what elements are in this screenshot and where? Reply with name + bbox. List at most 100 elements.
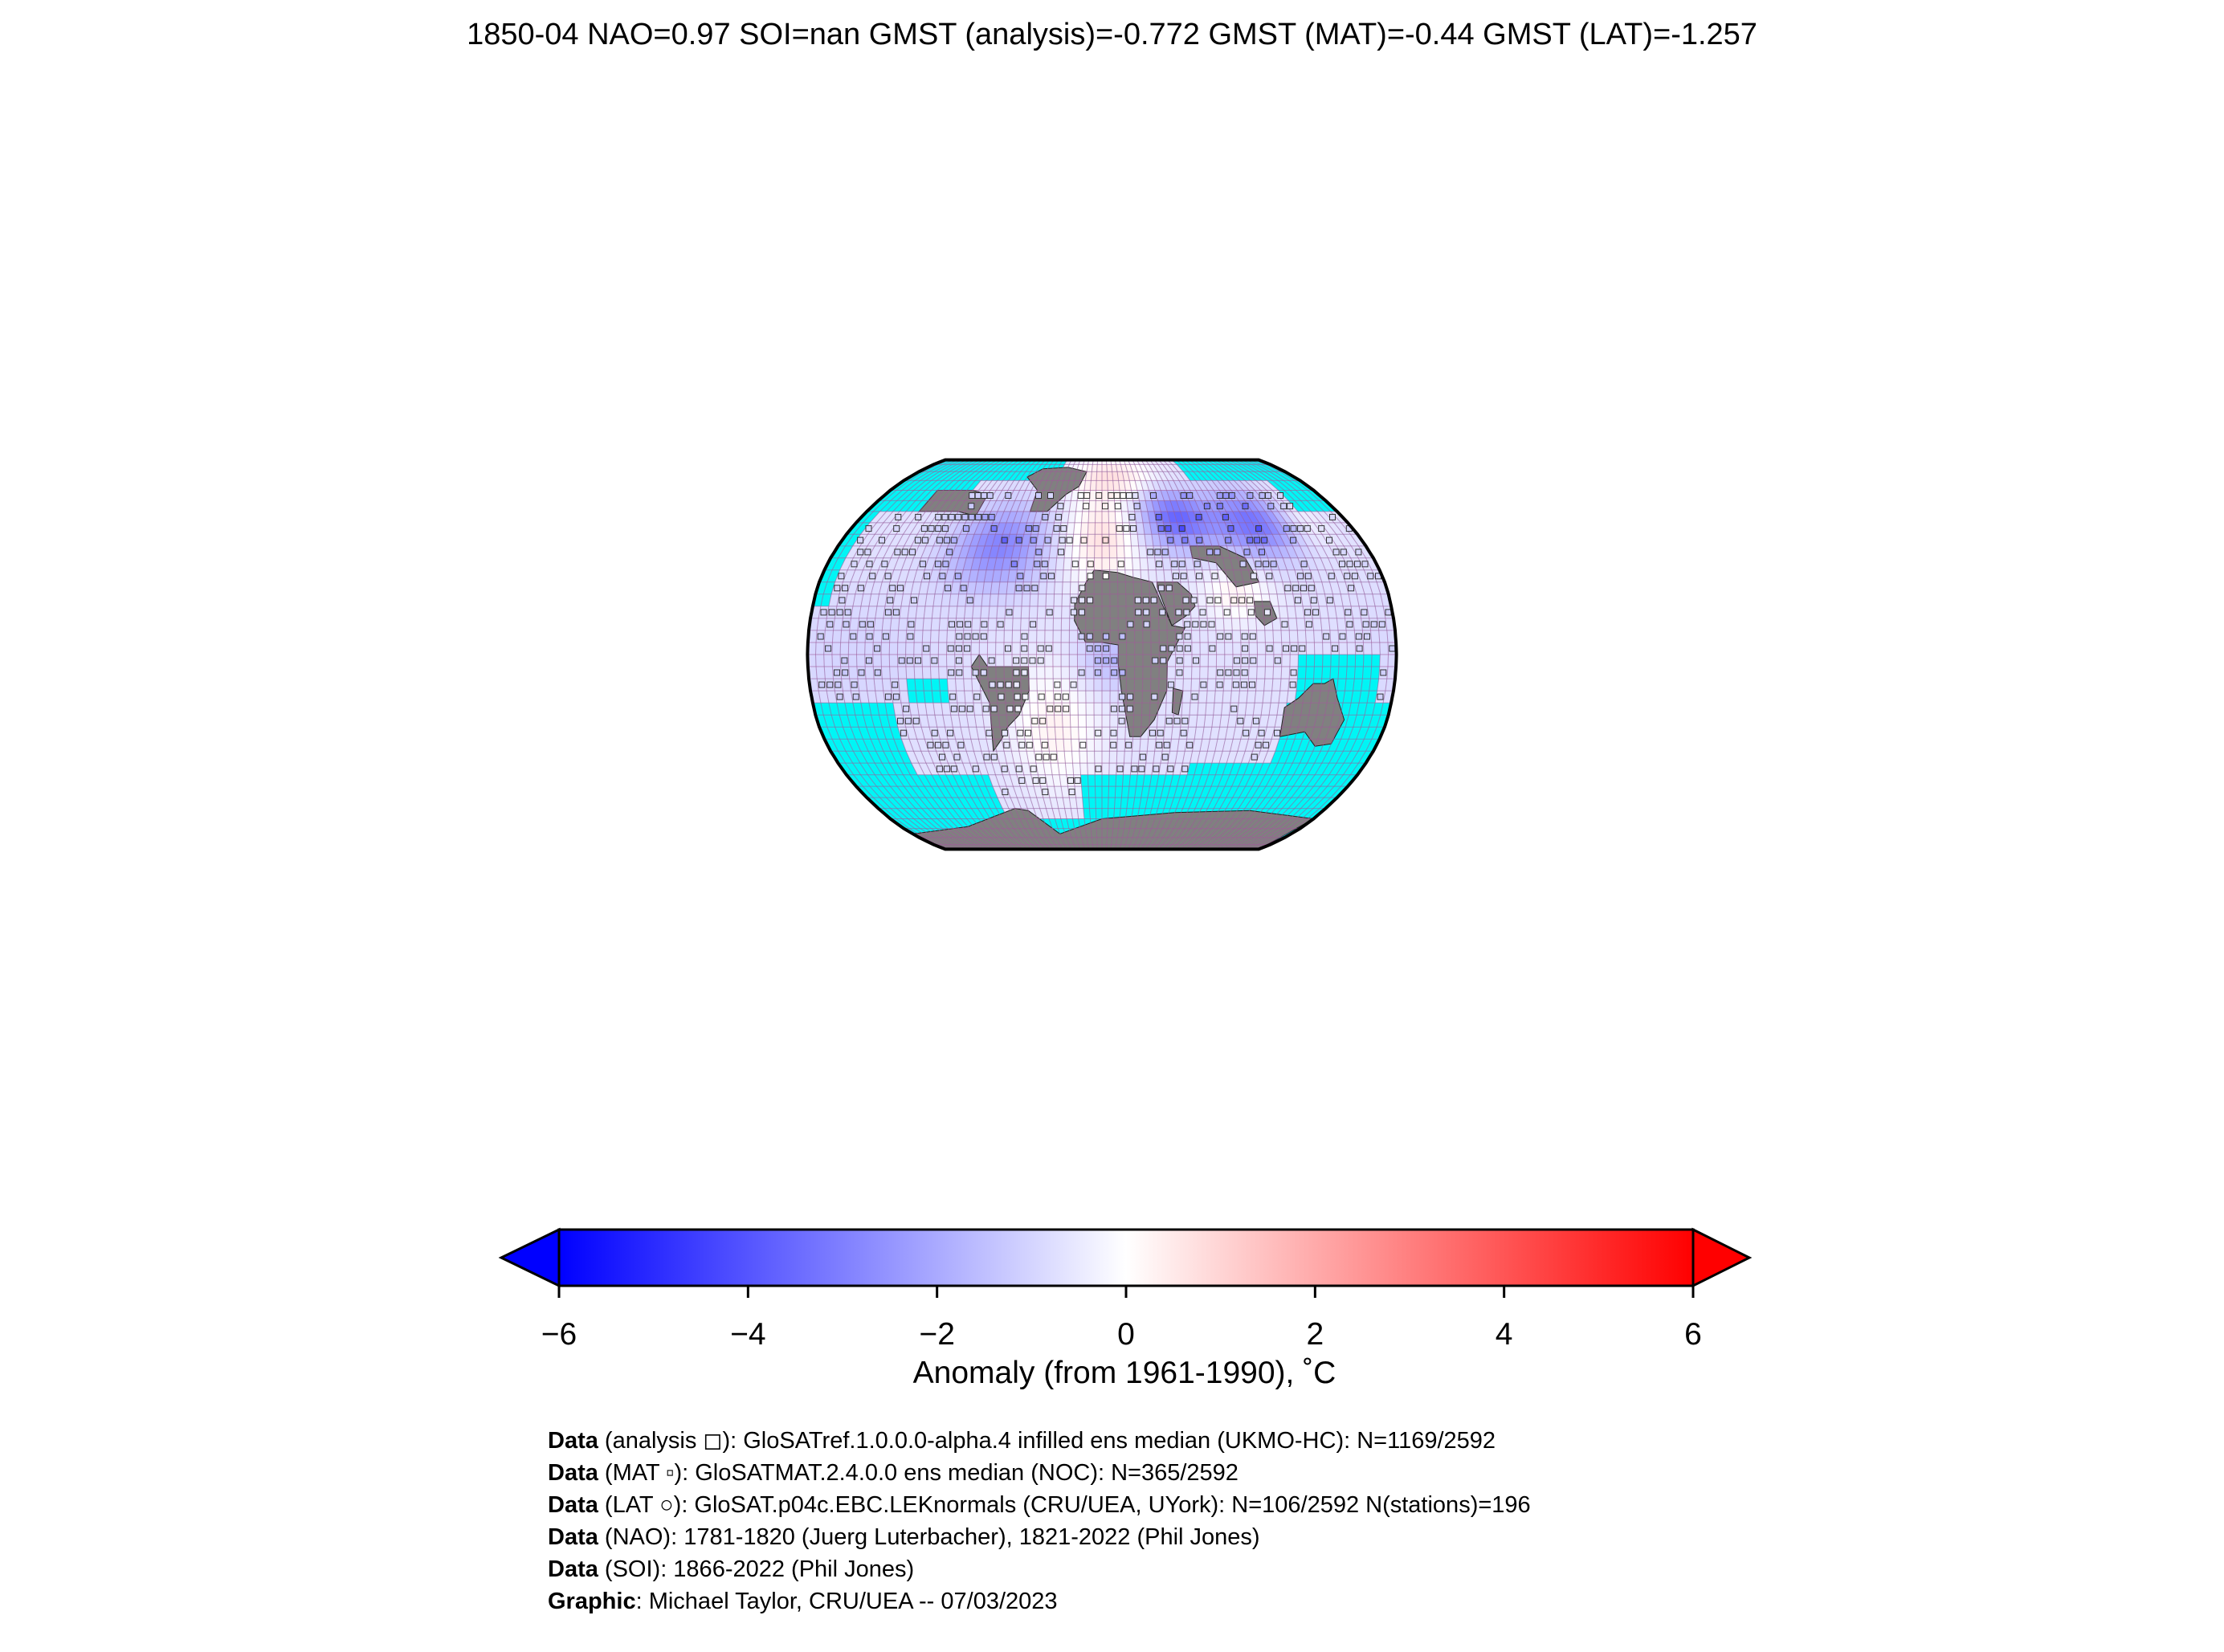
- grid-cell: [1090, 480, 1097, 491]
- observation-marker: [1380, 669, 1387, 676]
- observation-marker: [936, 765, 943, 773]
- grid-cell: [1117, 727, 1126, 740]
- observation-marker: [1361, 609, 1368, 616]
- grid-cell: [1055, 569, 1063, 582]
- grid-cell: [913, 545, 926, 558]
- grid-cell: [1091, 471, 1097, 481]
- grid-cell: [1230, 691, 1240, 704]
- grid-cell: [1012, 618, 1022, 630]
- grid-cell: [1210, 727, 1220, 740]
- grid-cell: [872, 655, 882, 667]
- grid-cell: [953, 727, 964, 740]
- grid-cell: [826, 691, 837, 704]
- observation-marker: [844, 609, 851, 616]
- observation-marker: [939, 573, 946, 580]
- observation-marker: [961, 513, 969, 520]
- grid-cell: [1069, 642, 1078, 655]
- grid-cell: [1061, 786, 1070, 798]
- observation-marker: [1031, 717, 1039, 724]
- observation-marker: [1211, 573, 1218, 580]
- credit-label: Data: [548, 1524, 598, 1550]
- grid-cell: [1270, 545, 1283, 558]
- observation-marker: [906, 657, 913, 664]
- grid-cell: [1228, 480, 1243, 491]
- grid-cell: [856, 655, 866, 667]
- grid-cell: [848, 655, 857, 667]
- observation-marker: [1308, 585, 1315, 592]
- observation-marker: [1157, 729, 1164, 736]
- observation-marker: [1143, 609, 1150, 616]
- observation-marker: [942, 561, 949, 568]
- grid-cell: [1177, 471, 1190, 481]
- grid-cell: [1047, 727, 1056, 740]
- observation-marker: [936, 536, 943, 544]
- observation-marker: [1018, 777, 1026, 784]
- grid-cell: [1112, 480, 1120, 491]
- observation-marker: [887, 597, 894, 604]
- grid-cell: [1157, 480, 1167, 491]
- observation-marker: [1232, 681, 1239, 688]
- observation-marker: [948, 513, 955, 520]
- grid-cell: [1153, 751, 1163, 764]
- observation-marker: [1280, 503, 1287, 510]
- grid-cell: [1239, 606, 1248, 618]
- observation-marker: [866, 633, 873, 640]
- observation-marker: [897, 717, 904, 724]
- grid-cell: [995, 642, 1004, 655]
- grid-cell: [1300, 534, 1315, 546]
- observation-marker: [1003, 741, 1010, 748]
- grid-cell: [879, 581, 890, 594]
- observation-marker: [1304, 609, 1312, 616]
- grid-cell: [1322, 642, 1332, 655]
- grid-cell: [875, 522, 891, 535]
- observation-marker: [1078, 609, 1085, 616]
- grid-cell: [1256, 630, 1266, 642]
- grid-cell: [1102, 727, 1110, 740]
- grid-cell: [977, 763, 989, 775]
- grid-cell: [1161, 490, 1171, 501]
- observation-marker: [966, 705, 973, 712]
- grid-cell: [1010, 500, 1022, 512]
- observation-marker: [1103, 657, 1110, 664]
- grid-cell: [978, 480, 992, 491]
- grid-cell: [1300, 545, 1313, 558]
- grid-cell: [1222, 480, 1238, 491]
- grid-cell: [816, 667, 826, 679]
- observation-marker: [986, 492, 994, 499]
- grid-cell: [1296, 618, 1306, 630]
- observation-marker: [949, 693, 957, 700]
- credit-line: Data (MAT ▫): GloSATMAT.2.4.0.0 ens medi…: [548, 1457, 1531, 1489]
- grid-cell: [1255, 751, 1268, 764]
- grid-cell: [1223, 679, 1233, 691]
- grid-cell: [1087, 534, 1096, 546]
- grid-cell: [951, 545, 963, 558]
- observation-marker: [935, 513, 942, 520]
- grid-cell: [987, 630, 997, 642]
- observation-marker: [889, 585, 896, 592]
- grid-cell: [1079, 545, 1088, 558]
- grid-cell: [1202, 727, 1212, 740]
- observation-marker: [1127, 621, 1134, 628]
- grid-cell: [1063, 557, 1072, 570]
- grid-cell: [938, 642, 947, 655]
- grid-cell: [871, 557, 883, 570]
- grid-cell: [882, 618, 892, 630]
- grid-cell: [1281, 667, 1290, 679]
- observation-marker: [1087, 597, 1094, 604]
- observation-marker: [1026, 741, 1033, 748]
- observation-marker: [1118, 705, 1125, 712]
- observation-marker: [988, 513, 995, 520]
- credit-line: Graphic: Michael Taylor, CRU/UEA -- 07/0…: [548, 1585, 1531, 1617]
- grid-cell: [1200, 655, 1209, 667]
- observation-marker: [915, 513, 922, 520]
- grid-cell: [1357, 593, 1368, 606]
- observation-marker: [1060, 525, 1067, 532]
- grid-cell: [973, 480, 986, 491]
- observation-marker: [1079, 741, 1087, 748]
- observation-marker: [1014, 693, 1021, 700]
- observation-marker: [895, 513, 902, 520]
- grid-cell: [966, 715, 977, 728]
- grid-cell: [1044, 655, 1053, 667]
- grid-cell: [1010, 797, 1022, 809]
- grid-cell: [974, 581, 985, 594]
